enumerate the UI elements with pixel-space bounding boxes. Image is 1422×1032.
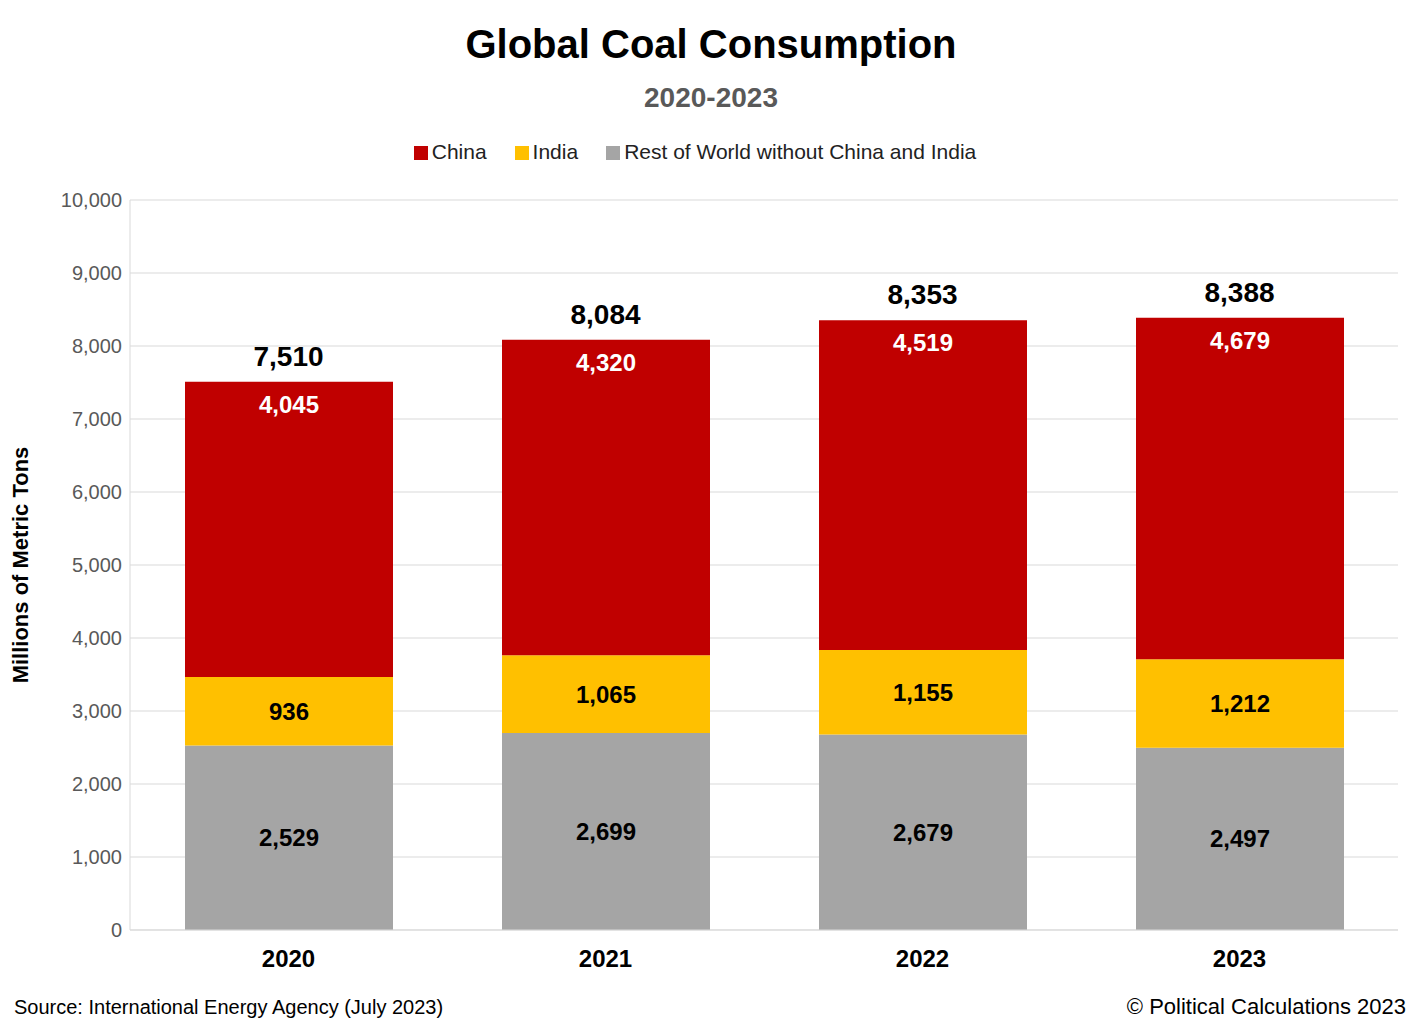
svg-text:1,155: 1,155 — [893, 679, 953, 706]
svg-text:2023: 2023 — [1213, 945, 1266, 972]
svg-text:4,000: 4,000 — [72, 627, 122, 649]
svg-text:2,000: 2,000 — [72, 773, 122, 795]
svg-text:2020: 2020 — [262, 945, 315, 972]
html-text:Rest of World without China an: Rest of World without China and India — [624, 140, 977, 163]
svg-text:8,353: 8,353 — [887, 279, 957, 310]
svg-text:4,519: 4,519 — [893, 329, 953, 356]
svg-text:4,679: 4,679 — [1210, 327, 1270, 354]
svg-text:1,000: 1,000 — [72, 846, 122, 868]
svg-text:2,699: 2,699 — [576, 818, 636, 845]
svg-text:2,679: 2,679 — [893, 819, 953, 846]
svg-text:10,000: 10,000 — [61, 189, 122, 211]
svg-text:8,084: 8,084 — [570, 299, 640, 330]
svg-text:5,000: 5,000 — [72, 554, 122, 576]
html-text:© Political Calculations 2023: © Political Calculations 2023 — [1126, 994, 1406, 1019]
svg-text:8,000: 8,000 — [72, 335, 122, 357]
svg-text:2,529: 2,529 — [259, 824, 319, 851]
svg-text:2021: 2021 — [579, 945, 632, 972]
html-text:Global Coal Consumption: Global Coal Consumption — [465, 22, 957, 66]
svg-text:Millions of Metric Tons: Millions of Metric Tons — [8, 447, 33, 684]
svg-text:1,212: 1,212 — [1210, 690, 1270, 717]
svg-text:0: 0 — [111, 919, 122, 941]
svg-text:4,045: 4,045 — [259, 391, 319, 418]
html-text:Source: International Energy A: Source: International Energy Agency (Jul… — [14, 996, 444, 1018]
html-text:China: China — [431, 140, 487, 163]
svg-text:3,000: 3,000 — [72, 700, 122, 722]
svg-text:1,065: 1,065 — [576, 681, 636, 708]
svg-text:7,000: 7,000 — [72, 408, 122, 430]
svg-text:4,320: 4,320 — [576, 349, 636, 376]
svg-text:9,000: 9,000 — [72, 262, 122, 284]
svg-text:6,000: 6,000 — [72, 481, 122, 503]
svg-text:8,388: 8,388 — [1204, 277, 1274, 308]
html-text:India: India — [532, 140, 579, 163]
svg-text:7,510: 7,510 — [253, 341, 323, 372]
svg-text:2,497: 2,497 — [1210, 825, 1270, 852]
svg-text:2022: 2022 — [896, 945, 949, 972]
html-text:2020-2023: 2020-2023 — [644, 82, 778, 113]
svg-text:936: 936 — [269, 698, 309, 725]
